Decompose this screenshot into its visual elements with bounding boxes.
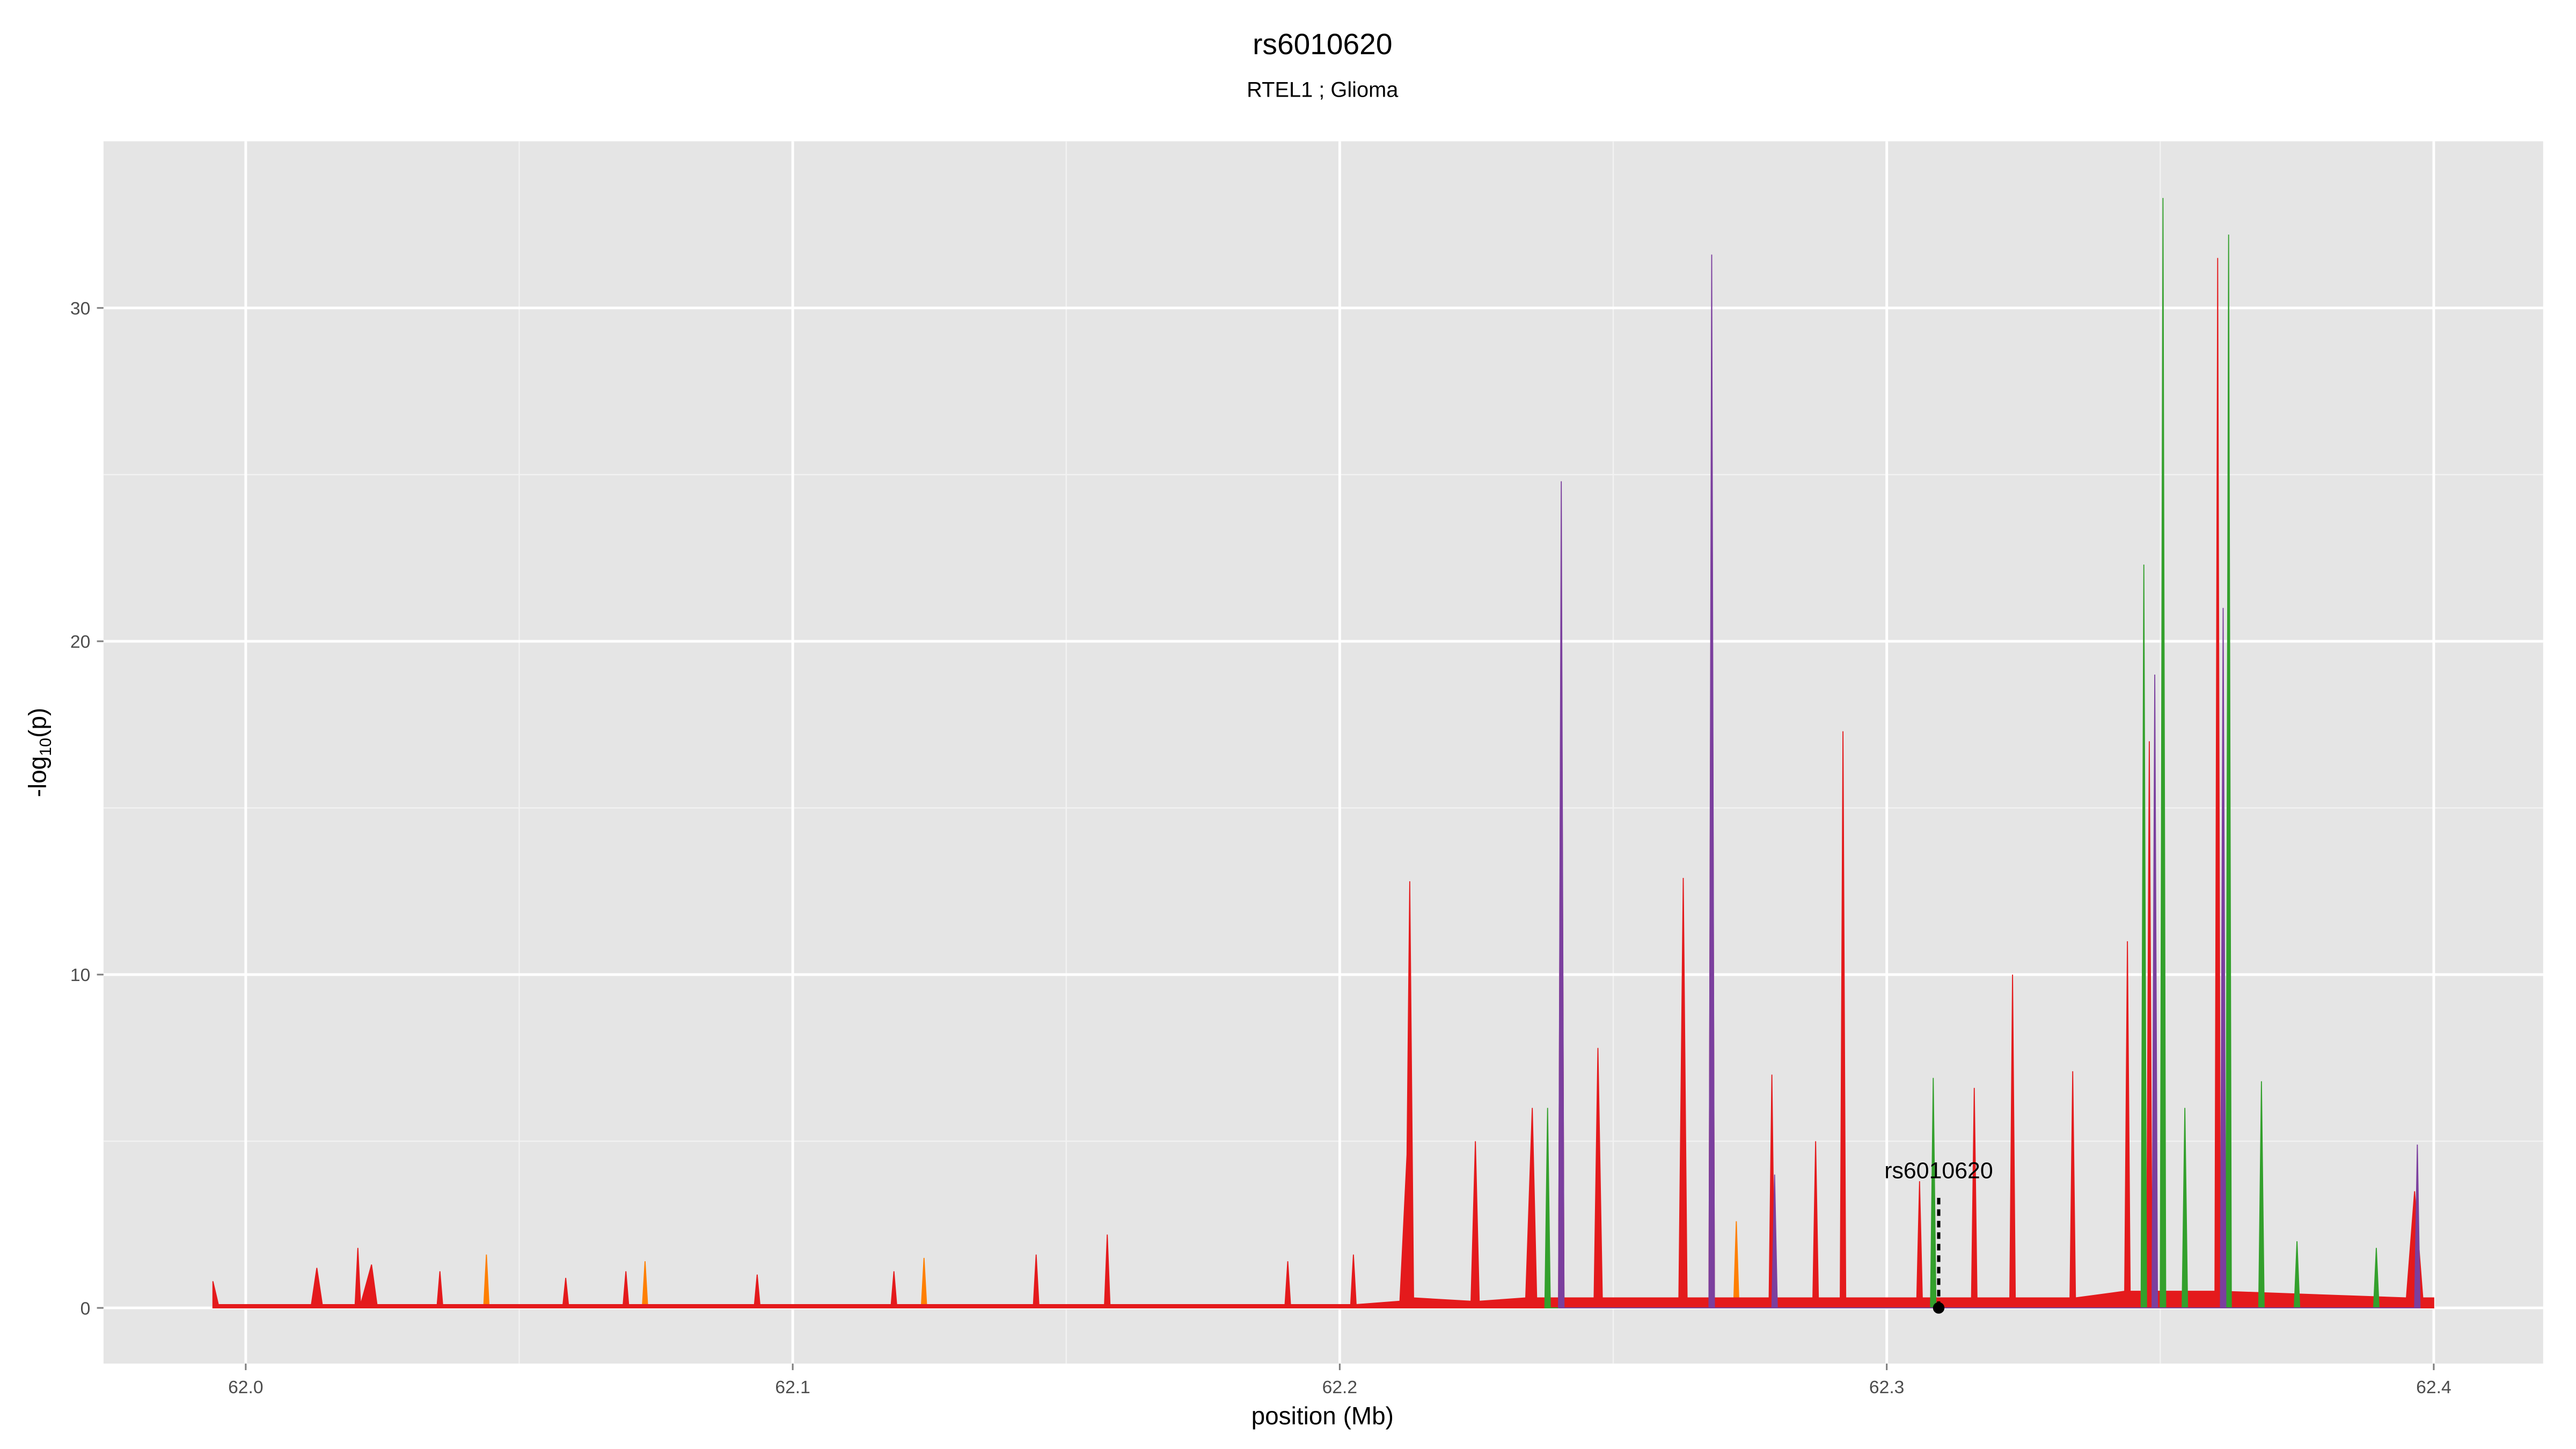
y-tick-label: 0 bbox=[80, 1299, 91, 1319]
y-axis-label: -log10(p) bbox=[24, 708, 55, 797]
x-tick-label: 62.0 bbox=[228, 1378, 264, 1397]
area-series bbox=[1558, 254, 2421, 1309]
x-tick-label: 62.3 bbox=[1869, 1378, 1905, 1397]
annotation-label: rs6010620 bbox=[1884, 1158, 1993, 1183]
chart-subtitle: RTEL1 ; Glioma bbox=[1247, 78, 1399, 102]
y-tick-label: 30 bbox=[70, 299, 90, 319]
plot-panel bbox=[103, 141, 2543, 1364]
x-axis-label: position (Mb) bbox=[1252, 1402, 1394, 1430]
y-label-end: (p) bbox=[24, 708, 52, 738]
x-tick-label: 62.2 bbox=[1322, 1378, 1358, 1397]
y-label-sub: 10 bbox=[36, 738, 55, 756]
area-series bbox=[1544, 197, 2380, 1309]
chart-title: rs6010620 bbox=[1253, 27, 1392, 61]
y-tick-label: 10 bbox=[70, 965, 90, 985]
x-tick-label: 62.1 bbox=[775, 1378, 810, 1397]
annotation-point bbox=[1933, 1302, 1945, 1314]
y-tick-label: 20 bbox=[70, 632, 90, 652]
x-tick-label: 62.4 bbox=[2416, 1378, 2451, 1397]
y-label-main: -log bbox=[24, 756, 52, 797]
